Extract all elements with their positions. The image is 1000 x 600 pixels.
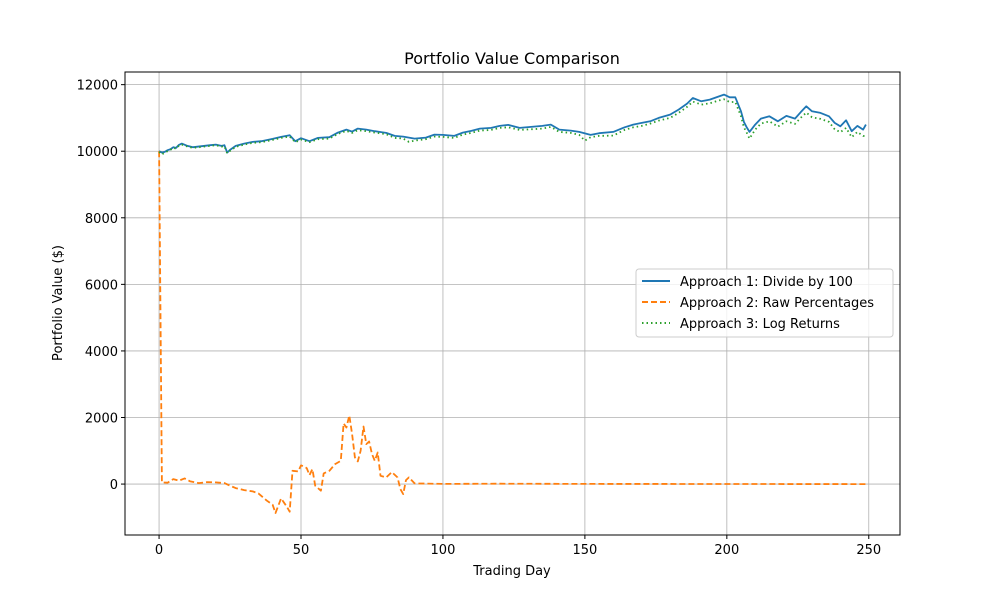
x-tick-label: 150 xyxy=(572,543,597,558)
y-axis-label: Portfolio Value ($) xyxy=(51,245,66,361)
y-axis-ticks: 0 2000 4000 6000 8000 10000 12000 xyxy=(77,79,125,493)
x-tick-label: 200 xyxy=(714,543,739,558)
legend-label-approach-1: Approach 1: Divide by 100 xyxy=(680,275,853,290)
y-tick-label: 2000 xyxy=(85,412,118,427)
chart-legend: Approach 1: Divide by 100 Approach 2: Ra… xyxy=(635,268,894,338)
chart-title: Portfolio Value Comparison xyxy=(404,49,620,68)
legend-label-approach-2: Approach 2: Raw Percentages xyxy=(680,296,874,311)
plot-area-frame xyxy=(124,71,901,536)
series-line-2 xyxy=(158,151,866,514)
y-tick-label: 4000 xyxy=(85,345,118,360)
legend-label-approach-3: Approach 3: Log Returns xyxy=(680,317,840,332)
x-axis-ticks: 0 50 100 150 200 250 xyxy=(155,535,881,558)
x-tick-label: 50 xyxy=(293,543,310,558)
plot-series xyxy=(158,93,867,514)
y-tick-label: 0 xyxy=(110,478,118,493)
x-axis-label: Trading Day xyxy=(472,564,551,579)
y-tick-label: 12000 xyxy=(77,79,118,94)
y-tick-label: 8000 xyxy=(85,212,118,227)
y-tick-label: 6000 xyxy=(85,278,118,293)
y-tick-label: 10000 xyxy=(77,145,118,160)
x-tick-label: 100 xyxy=(431,543,456,558)
x-tick-label: 250 xyxy=(856,543,881,558)
series-line-3 xyxy=(158,98,866,156)
legend-box xyxy=(635,268,894,338)
x-tick-label: 0 xyxy=(155,543,163,558)
